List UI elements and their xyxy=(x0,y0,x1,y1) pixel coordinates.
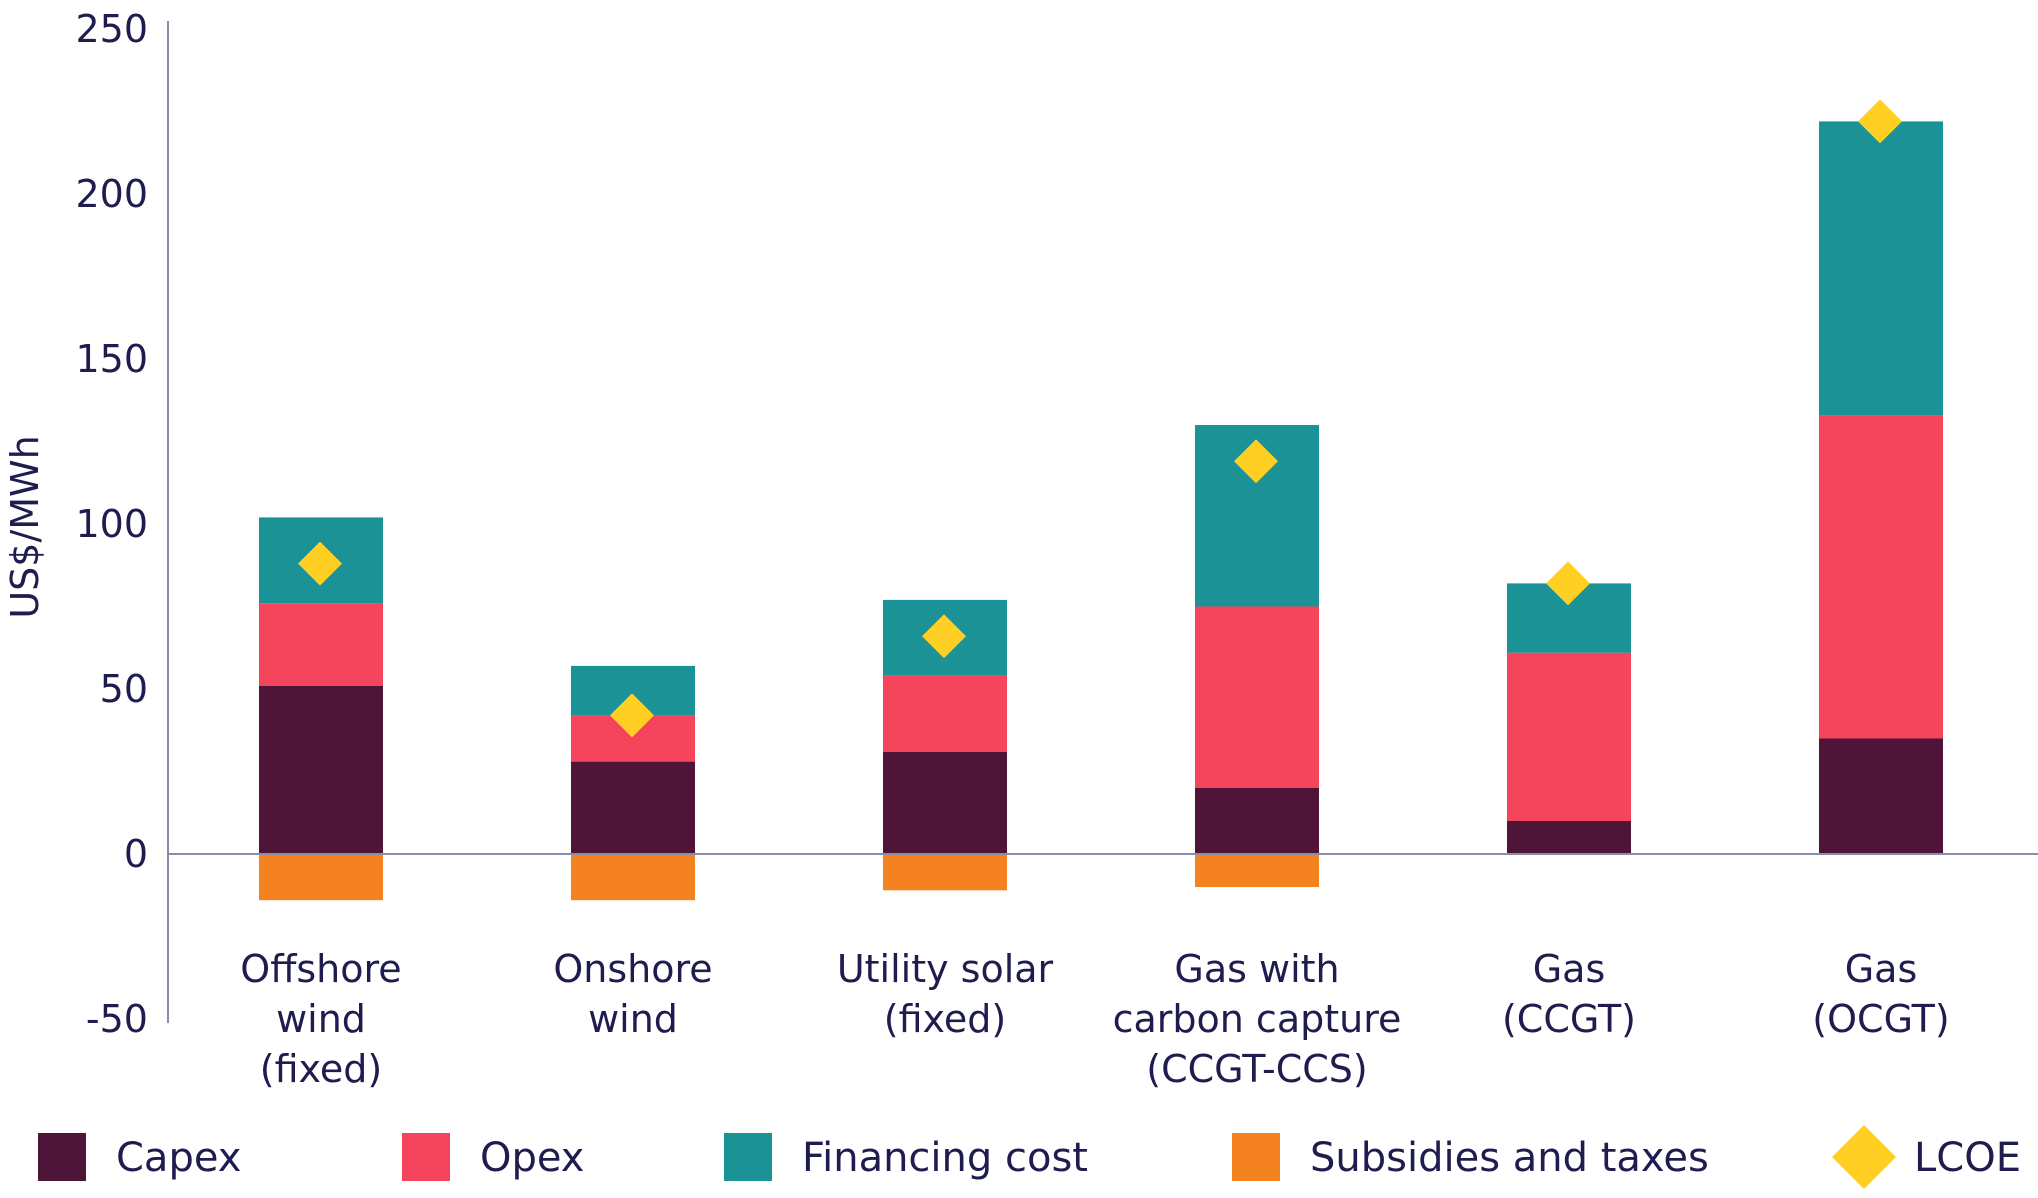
bar-segment-opex xyxy=(259,603,383,686)
bar-segment-capex xyxy=(1195,788,1319,854)
bar-segment-subsidies-and-taxes xyxy=(571,854,695,901)
x-category-label-line: carbon capture xyxy=(1113,997,1402,1041)
bar-segment-financing-cost xyxy=(1819,121,1943,416)
legend-label: Opex xyxy=(480,1135,584,1181)
axes xyxy=(167,21,2038,1023)
x-category-label-line: Onshore xyxy=(553,947,712,991)
y-tick-label: 100 xyxy=(75,502,148,546)
y-tick-label: 200 xyxy=(75,172,148,216)
bar-segment-capex xyxy=(1507,821,1631,854)
x-category-label-line: Utility solar xyxy=(837,947,1054,991)
bar-segment-capex xyxy=(883,751,1007,854)
y-tick-label: 0 xyxy=(124,832,148,876)
lcoe-marker xyxy=(1546,561,1590,606)
y-axis-title-group: US$/MWh xyxy=(3,435,47,618)
x-category-label-line: Offshore xyxy=(240,947,401,991)
x-category-label-line: Gas with xyxy=(1174,947,1339,991)
lcoe-marker xyxy=(298,541,342,586)
bar-segment-subsidies-and-taxes xyxy=(1195,854,1319,887)
bar-segment-capex xyxy=(1819,738,1943,854)
bar-segment-opex xyxy=(1195,606,1319,788)
x-category-label-line: (OCGT) xyxy=(1812,997,1949,1041)
x-category-label: Offshore wind (fixed) xyxy=(240,947,401,1091)
x-category-label-line: (CCGT-CCS) xyxy=(1146,1047,1367,1091)
x-category-label: Gas (CCGT) xyxy=(1502,947,1636,1041)
legend-swatch xyxy=(724,1133,772,1181)
y-tick-label: -50 xyxy=(86,997,148,1041)
x-category-label-line: Gas xyxy=(1845,947,1918,991)
x-category-label: Gas with carbon capture (CCGT-CCS) xyxy=(1113,947,1402,1091)
y-tick-label: 150 xyxy=(75,337,148,381)
x-category-label-line: Gas xyxy=(1533,947,1606,991)
y-axis-title: US$/MWh xyxy=(3,435,47,618)
legend-label: Capex xyxy=(116,1135,241,1181)
legend-swatch xyxy=(402,1133,450,1181)
legend-swatch xyxy=(1832,1125,1896,1189)
y-axis-ticks: -50 0 50 100 150 200 250 xyxy=(75,7,148,1041)
bar-segment-subsidies-and-taxes xyxy=(259,854,383,901)
legend-label: Financing cost xyxy=(802,1135,1088,1181)
lcoe-marker xyxy=(610,693,654,738)
legend-swatch xyxy=(38,1133,86,1181)
x-category-label-line: (CCGT) xyxy=(1502,997,1636,1041)
lcoe-marker xyxy=(1858,99,1902,144)
x-category-label: Onshore wind xyxy=(553,947,712,1041)
bar-segment-capex xyxy=(259,685,383,854)
y-tick-label: 50 xyxy=(100,667,148,711)
x-category-label-line: wind xyxy=(588,997,678,1041)
x-category-label: Utility solar (fixed) xyxy=(837,947,1054,1041)
legend-label: LCOE xyxy=(1914,1135,2021,1181)
legend: Capex Opex Financing cost Subsidies and tax… xyxy=(38,1125,2021,1189)
lcoe-marker xyxy=(1234,439,1278,484)
bar-segment-subsidies-and-taxes xyxy=(883,854,1007,891)
x-category-label-line: (fixed) xyxy=(260,1047,382,1091)
legend-swatch xyxy=(1232,1133,1280,1181)
bars xyxy=(259,121,1943,901)
x-category-label-line: wind xyxy=(276,997,366,1041)
lcoe-markers xyxy=(298,99,1902,738)
bar-segment-opex xyxy=(1819,415,1943,739)
x-axis-labels: Offshore wind (fixed) Onshore wind Utility so… xyxy=(240,947,1949,1091)
lcoe-marker xyxy=(922,614,966,659)
bar-segment-opex xyxy=(1507,652,1631,821)
legend-label: Subsidies and taxes xyxy=(1310,1135,1709,1181)
bar-segment-opex xyxy=(883,675,1007,752)
y-tick-label: 250 xyxy=(75,7,148,51)
x-category-label: Gas (OCGT) xyxy=(1812,947,1949,1041)
bar-segment-capex xyxy=(571,761,695,854)
x-category-label-line: (fixed) xyxy=(884,997,1006,1041)
